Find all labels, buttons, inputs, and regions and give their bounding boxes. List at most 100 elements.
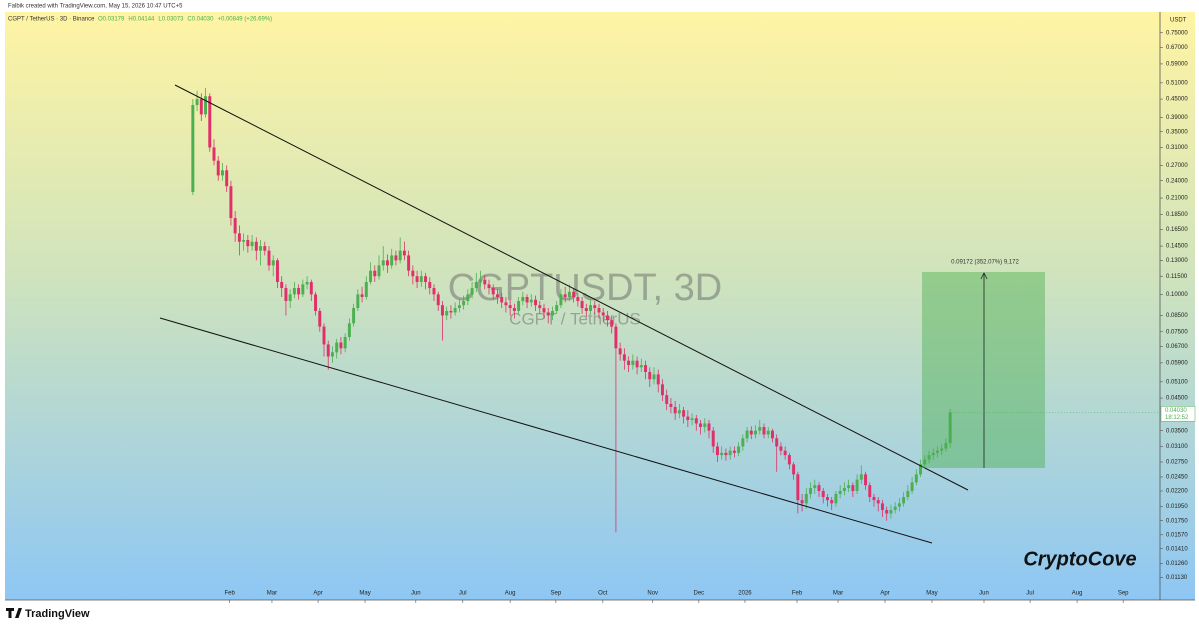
candle-body (754, 430, 758, 435)
candle-body (885, 510, 889, 514)
candle-body (301, 284, 305, 295)
candle-body (462, 301, 466, 306)
candle-body (842, 488, 846, 491)
candle-body (364, 281, 368, 297)
candle-body (572, 291, 576, 297)
candle-body (263, 246, 267, 251)
candle-body (445, 310, 449, 316)
x-tick-label: Mar (267, 591, 277, 597)
candle-body (639, 365, 643, 368)
candle-body (665, 395, 669, 404)
candle-body (212, 147, 216, 161)
candle-body (897, 503, 901, 507)
legend-value: O0.03179 (98, 17, 125, 23)
candle-body (479, 279, 483, 282)
y-tick-label: 0.31000 (1166, 145, 1188, 151)
candle-body (546, 312, 550, 316)
y-tick-label: 0.03100 (1166, 444, 1188, 450)
candle-body (644, 365, 648, 372)
candle-body (449, 310, 453, 313)
y-tick-label: 0.01750 (1166, 518, 1188, 524)
candle-body (940, 448, 944, 451)
candle-body (504, 302, 508, 306)
candle-body (737, 446, 741, 453)
y-tick-label: 0.02200 (1166, 489, 1188, 495)
candle-body (813, 485, 817, 489)
candle-body (292, 288, 296, 295)
y-tick-label: 0.14500 (1166, 244, 1188, 250)
candle-body (724, 452, 728, 456)
y-tick-label: 0.27000 (1166, 163, 1188, 169)
candle-body (745, 430, 749, 439)
candle-body (589, 305, 593, 311)
candle-body (635, 360, 639, 368)
candle-body (440, 305, 444, 316)
candle-body (830, 500, 834, 504)
candle-body (656, 374, 660, 385)
y-tick-label: 0.05100 (1166, 379, 1188, 385)
candle-body (910, 482, 914, 491)
legend-value: +0.00849 (+26.69%) (217, 17, 272, 23)
y-tick-label: 0.75000 (1166, 30, 1188, 36)
last-price-box (1160, 406, 1196, 422)
x-tick-label: Aug (1072, 591, 1083, 597)
candle-body (944, 443, 948, 449)
candle-body (605, 315, 609, 321)
y-tick-label: 0.35000 (1166, 129, 1188, 135)
candle-body (208, 96, 212, 148)
candle-body (720, 452, 724, 456)
x-tick-label: Apr (313, 591, 322, 597)
legend-value: C0.04030 (187, 17, 214, 23)
x-tick-label: Mar (833, 591, 843, 597)
candle-body (314, 294, 318, 311)
candle-body (525, 296, 529, 303)
candle-body (318, 310, 322, 327)
x-tick-label: Jun (411, 591, 421, 597)
y-tick-label: 0.01950 (1166, 504, 1188, 510)
candle-body (457, 305, 461, 309)
target-arrow-head (980, 272, 988, 280)
candle-body (343, 337, 347, 349)
candle-body (707, 423, 711, 431)
y-tick-label: 0.01570 (1166, 532, 1188, 538)
candle-body (631, 360, 635, 366)
y-tick-label: 0.67000 (1166, 45, 1188, 51)
candle-body (466, 294, 470, 302)
y-tick-label: 0.21000 (1166, 196, 1188, 202)
candle-body (825, 497, 829, 501)
candle-body (259, 246, 263, 251)
y-tick-label: 0.05900 (1166, 360, 1188, 366)
candle-body (305, 281, 309, 285)
candle-body (741, 438, 745, 447)
candle-body (195, 99, 199, 105)
candle-body (703, 423, 707, 428)
y-tick-label: 0.02450 (1166, 475, 1188, 481)
candle-body (627, 360, 631, 366)
x-tick-label: Jul (459, 591, 467, 597)
candle-body (555, 305, 559, 311)
candle-body (529, 299, 533, 303)
x-tick-label: Sep (1118, 591, 1129, 597)
candle-body (419, 276, 423, 282)
candle-body (394, 255, 398, 261)
candle-body (411, 270, 415, 277)
upper-trendline (174, 84, 969, 491)
candle-body (415, 276, 419, 282)
candle-body (919, 464, 923, 475)
candle-body (559, 294, 563, 306)
logo-icon (6, 608, 22, 618)
candle-body (792, 464, 796, 475)
candle-body (237, 233, 241, 242)
candle-body (673, 407, 677, 414)
legend-value: H0.04144 (128, 17, 155, 23)
axis-unit: USDT (1170, 18, 1187, 24)
y-tick-label: 0.16500 (1166, 227, 1188, 233)
candle-body (648, 371, 652, 380)
candle-body (660, 384, 664, 396)
target-zone (922, 272, 1045, 468)
candle-body (407, 255, 411, 271)
candle-body (809, 488, 813, 494)
candle-body (864, 474, 868, 486)
candle-body (838, 490, 842, 494)
y-tick-label: 0.24000 (1166, 178, 1188, 184)
